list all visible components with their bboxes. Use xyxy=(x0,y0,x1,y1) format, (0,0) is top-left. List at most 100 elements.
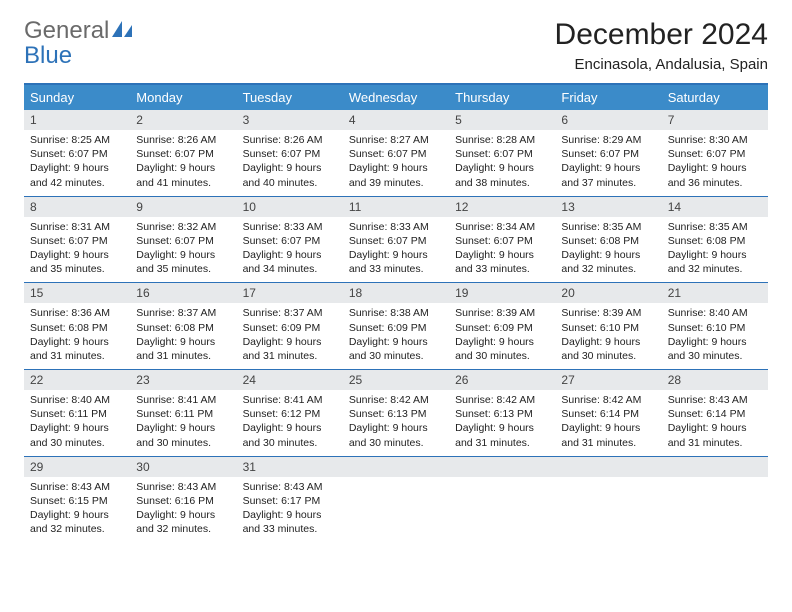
day-cell: 8Sunrise: 8:31 AMSunset: 6:07 PMDaylight… xyxy=(24,197,130,283)
day-cell: 9Sunrise: 8:32 AMSunset: 6:07 PMDaylight… xyxy=(130,197,236,283)
day-sunrise: Sunrise: 8:43 AM xyxy=(668,393,762,407)
day-number: 10 xyxy=(237,197,343,217)
day-day2: and 37 minutes. xyxy=(561,176,655,190)
day-sunset: Sunset: 6:07 PM xyxy=(349,147,443,161)
day-day1: Daylight: 9 hours xyxy=(136,161,230,175)
day-cell: 1Sunrise: 8:25 AMSunset: 6:07 PMDaylight… xyxy=(24,110,130,196)
header: General Blue December 2024 Encinasola, A… xyxy=(24,18,768,73)
day-day2: and 40 minutes. xyxy=(243,176,337,190)
day-day1: Daylight: 9 hours xyxy=(561,421,655,435)
day-day2: and 31 minutes. xyxy=(30,349,124,363)
day-cell: 13Sunrise: 8:35 AMSunset: 6:08 PMDayligh… xyxy=(555,197,661,283)
day-day1: Daylight: 9 hours xyxy=(30,421,124,435)
day-day1: Daylight: 9 hours xyxy=(349,161,443,175)
day-body: Sunrise: 8:40 AMSunset: 6:11 PMDaylight:… xyxy=(24,390,130,456)
day-day1: Daylight: 9 hours xyxy=(349,248,443,262)
day-sunset: Sunset: 6:07 PM xyxy=(455,147,549,161)
day-sunset: Sunset: 6:07 PM xyxy=(136,234,230,248)
week-row: 15Sunrise: 8:36 AMSunset: 6:08 PMDayligh… xyxy=(24,283,768,370)
day-cell: . xyxy=(343,457,449,543)
day-cell: 26Sunrise: 8:42 AMSunset: 6:13 PMDayligh… xyxy=(449,370,555,456)
logo: General Blue xyxy=(24,18,133,68)
day-cell: 11Sunrise: 8:33 AMSunset: 6:07 PMDayligh… xyxy=(343,197,449,283)
day-day2: and 32 minutes. xyxy=(136,522,230,536)
dow-cell: Thursday xyxy=(449,85,555,110)
dow-cell: Saturday xyxy=(662,85,768,110)
day-body: Sunrise: 8:42 AMSunset: 6:14 PMDaylight:… xyxy=(555,390,661,456)
day-sunset: Sunset: 6:08 PM xyxy=(668,234,762,248)
day-body: Sunrise: 8:26 AMSunset: 6:07 PMDaylight:… xyxy=(237,130,343,196)
day-day2: and 35 minutes. xyxy=(136,262,230,276)
day-number: 2 xyxy=(130,110,236,130)
day-sunrise: Sunrise: 8:32 AM xyxy=(136,220,230,234)
day-number: 28 xyxy=(662,370,768,390)
day-cell: 15Sunrise: 8:36 AMSunset: 6:08 PMDayligh… xyxy=(24,283,130,369)
day-number: 13 xyxy=(555,197,661,217)
day-sunset: Sunset: 6:13 PM xyxy=(349,407,443,421)
location-subtitle: Encinasola, Andalusia, Spain xyxy=(555,56,768,73)
day-number: 27 xyxy=(555,370,661,390)
dow-cell: Wednesday xyxy=(343,85,449,110)
day-sunrise: Sunrise: 8:43 AM xyxy=(30,480,124,494)
day-day1: Daylight: 9 hours xyxy=(243,335,337,349)
day-number: 23 xyxy=(130,370,236,390)
day-day1: Daylight: 9 hours xyxy=(243,421,337,435)
calendar: SundayMondayTuesdayWednesdayThursdayFrid… xyxy=(24,83,768,542)
day-sunset: Sunset: 6:07 PM xyxy=(136,147,230,161)
day-sunrise: Sunrise: 8:27 AM xyxy=(349,133,443,147)
day-number: 1 xyxy=(24,110,130,130)
day-body: Sunrise: 8:30 AMSunset: 6:07 PMDaylight:… xyxy=(662,130,768,196)
day-number: 12 xyxy=(449,197,555,217)
day-sunset: Sunset: 6:10 PM xyxy=(561,321,655,335)
day-sunset: Sunset: 6:15 PM xyxy=(30,494,124,508)
day-day2: and 41 minutes. xyxy=(136,176,230,190)
week-row: 29Sunrise: 8:43 AMSunset: 6:15 PMDayligh… xyxy=(24,457,768,543)
day-day2: and 34 minutes. xyxy=(243,262,337,276)
day-number: . xyxy=(555,457,661,477)
day-day2: and 31 minutes. xyxy=(243,349,337,363)
day-day1: Daylight: 9 hours xyxy=(561,161,655,175)
day-number: 22 xyxy=(24,370,130,390)
day-number: . xyxy=(662,457,768,477)
day-cell: 21Sunrise: 8:40 AMSunset: 6:10 PMDayligh… xyxy=(662,283,768,369)
day-day1: Daylight: 9 hours xyxy=(561,335,655,349)
day-sunrise: Sunrise: 8:42 AM xyxy=(455,393,549,407)
dow-cell: Sunday xyxy=(24,85,130,110)
day-body: Sunrise: 8:28 AMSunset: 6:07 PMDaylight:… xyxy=(449,130,555,196)
day-sunrise: Sunrise: 8:36 AM xyxy=(30,306,124,320)
day-body xyxy=(662,477,768,535)
day-body: Sunrise: 8:40 AMSunset: 6:10 PMDaylight:… xyxy=(662,303,768,369)
day-number: 8 xyxy=(24,197,130,217)
day-sunrise: Sunrise: 8:26 AM xyxy=(136,133,230,147)
day-day2: and 31 minutes. xyxy=(561,436,655,450)
week-row: 22Sunrise: 8:40 AMSunset: 6:11 PMDayligh… xyxy=(24,370,768,457)
day-day1: Daylight: 9 hours xyxy=(30,508,124,522)
day-sunrise: Sunrise: 8:41 AM xyxy=(136,393,230,407)
day-day1: Daylight: 9 hours xyxy=(349,421,443,435)
day-body: Sunrise: 8:42 AMSunset: 6:13 PMDaylight:… xyxy=(449,390,555,456)
day-body xyxy=(555,477,661,535)
day-sunset: Sunset: 6:17 PM xyxy=(243,494,337,508)
day-day2: and 31 minutes. xyxy=(136,349,230,363)
day-body: Sunrise: 8:35 AMSunset: 6:08 PMDaylight:… xyxy=(555,217,661,283)
day-sunset: Sunset: 6:13 PM xyxy=(455,407,549,421)
day-cell: 2 Sunrise: 8:26 AMSunset: 6:07 PMDaylight… xyxy=(130,110,236,196)
day-sunset: Sunset: 6:07 PM xyxy=(561,147,655,161)
day-day1: Daylight: 9 hours xyxy=(455,335,549,349)
day-day1: Daylight: 9 hours xyxy=(243,248,337,262)
week-row: 8Sunrise: 8:31 AMSunset: 6:07 PMDaylight… xyxy=(24,197,768,284)
day-sunrise: Sunrise: 8:29 AM xyxy=(561,133,655,147)
day-sunset: Sunset: 6:07 PM xyxy=(30,234,124,248)
day-sunset: Sunset: 6:11 PM xyxy=(136,407,230,421)
title-block: December 2024 Encinasola, Andalusia, Spa… xyxy=(555,18,768,73)
day-cell: 23Sunrise: 8:41 AMSunset: 6:11 PMDayligh… xyxy=(130,370,236,456)
day-day1: Daylight: 9 hours xyxy=(136,508,230,522)
day-body: Sunrise: 8:33 AMSunset: 6:07 PMDaylight:… xyxy=(237,217,343,283)
day-body xyxy=(449,477,555,535)
day-number: 14 xyxy=(662,197,768,217)
day-sunrise: Sunrise: 8:33 AM xyxy=(243,220,337,234)
day-number: 15 xyxy=(24,283,130,303)
day-cell: 25Sunrise: 8:42 AMSunset: 6:13 PMDayligh… xyxy=(343,370,449,456)
day-number: 31 xyxy=(237,457,343,477)
brand-line2: Blue xyxy=(24,42,72,69)
